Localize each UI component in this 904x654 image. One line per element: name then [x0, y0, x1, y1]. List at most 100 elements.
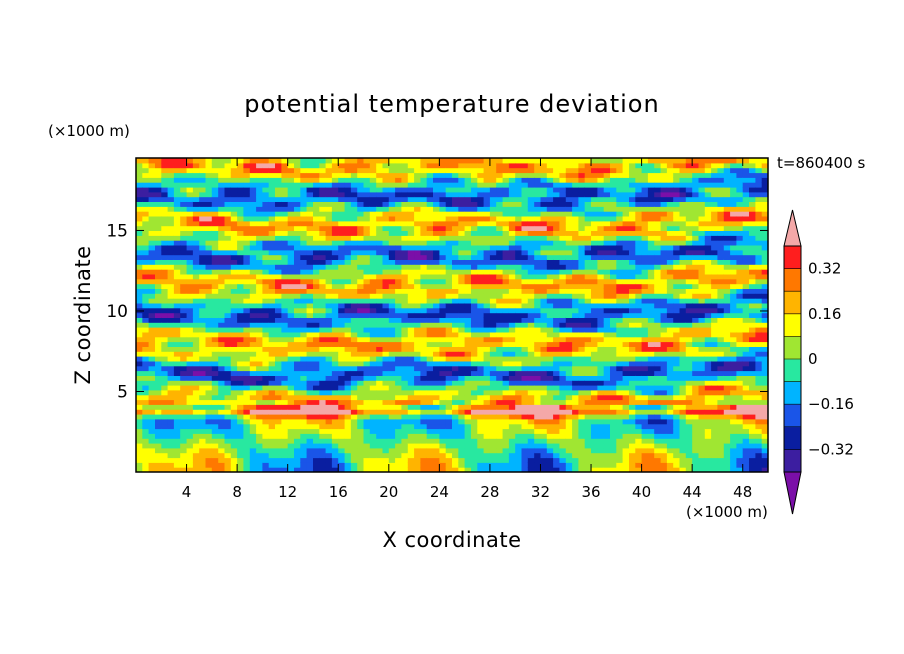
field-cell — [173, 433, 181, 439]
field-cell — [243, 389, 251, 396]
field-cell — [287, 447, 295, 454]
field-cell — [508, 375, 516, 381]
field-cell — [502, 206, 510, 212]
field-cell — [344, 235, 352, 241]
field-cell — [546, 225, 554, 231]
field-cell — [521, 249, 529, 256]
field-cell — [407, 317, 415, 323]
field-cell — [496, 172, 504, 178]
field-cell — [382, 283, 390, 289]
field-cell — [167, 438, 175, 444]
field-cell — [306, 196, 314, 202]
field-cell — [534, 288, 542, 294]
field-cell — [262, 380, 270, 386]
field-cell — [420, 273, 428, 280]
field-cell — [300, 423, 308, 430]
field-cell — [148, 360, 156, 367]
field-cell — [224, 167, 232, 174]
field-cell — [426, 211, 434, 217]
field-cell — [167, 283, 175, 289]
field-cell — [420, 399, 428, 405]
field-cell — [464, 158, 472, 164]
field-cell — [414, 331, 421, 338]
field-cell — [148, 322, 156, 328]
field-cell — [363, 418, 371, 425]
field-cell — [369, 462, 377, 468]
field-cell — [338, 216, 346, 222]
field-cell — [363, 327, 371, 333]
field-cell — [300, 240, 308, 246]
field-cell — [521, 167, 529, 174]
field-cell — [489, 206, 497, 212]
field-cell — [313, 336, 320, 343]
field-cell — [578, 283, 586, 289]
field-cell — [331, 317, 339, 323]
field-cell — [357, 191, 365, 198]
field-cell — [401, 158, 409, 164]
field-cell — [230, 230, 238, 236]
field-cell — [489, 317, 497, 323]
field-cell — [546, 191, 554, 198]
field-cell — [610, 259, 617, 265]
field-cell — [477, 399, 485, 405]
field-cell — [186, 240, 194, 246]
field-cell — [344, 216, 352, 222]
field-cell — [382, 467, 390, 472]
field-cell — [338, 298, 346, 304]
field-cell — [142, 220, 150, 227]
field-cell — [275, 273, 282, 280]
field-cell — [426, 225, 434, 231]
field-cell — [445, 452, 453, 459]
field-cell — [433, 438, 440, 444]
field-cell — [186, 336, 194, 343]
field-cell — [148, 177, 156, 183]
field-cell — [237, 211, 244, 217]
field-cell — [262, 404, 270, 410]
field-cell — [483, 423, 491, 430]
field-cell — [572, 167, 579, 174]
field-cell — [256, 196, 263, 202]
field-cell — [243, 264, 251, 270]
field-cell — [508, 177, 516, 183]
field-cell — [527, 264, 535, 270]
field-cell — [136, 409, 143, 415]
field-cell — [565, 230, 573, 236]
field-cell — [502, 336, 510, 343]
field-cell — [325, 409, 333, 415]
field-cell — [205, 365, 213, 372]
field-cell — [275, 172, 282, 178]
field-cell — [578, 409, 586, 415]
field-cell — [489, 211, 497, 217]
field-cell — [192, 220, 200, 227]
field-cell — [433, 278, 440, 285]
field-cell — [458, 220, 466, 227]
field-cell — [218, 230, 226, 236]
field-cell — [186, 389, 194, 396]
field-cell — [414, 375, 421, 381]
field-cell — [483, 196, 491, 202]
field-cell — [281, 380, 289, 386]
field-cell — [275, 467, 282, 472]
field-cell — [572, 182, 579, 188]
field-cell — [224, 409, 232, 415]
field-cell — [300, 235, 308, 241]
field-cell — [369, 182, 377, 188]
field-cell — [243, 360, 251, 367]
field-cell — [426, 399, 434, 405]
field-cell — [357, 298, 365, 304]
field-cell — [369, 288, 377, 294]
field-cell — [489, 438, 497, 444]
field-cell — [572, 399, 579, 405]
field-cell — [142, 225, 150, 231]
field-cell — [287, 302, 295, 309]
field-cell — [192, 288, 200, 294]
field-cell — [559, 428, 567, 434]
field-cell — [414, 322, 421, 328]
field-cell — [161, 312, 169, 318]
field-cell — [287, 418, 295, 425]
field-cell — [508, 220, 516, 227]
field-cell — [395, 370, 402, 376]
field-cell — [572, 317, 579, 323]
field-cell — [173, 356, 181, 362]
field-cell — [186, 327, 194, 333]
